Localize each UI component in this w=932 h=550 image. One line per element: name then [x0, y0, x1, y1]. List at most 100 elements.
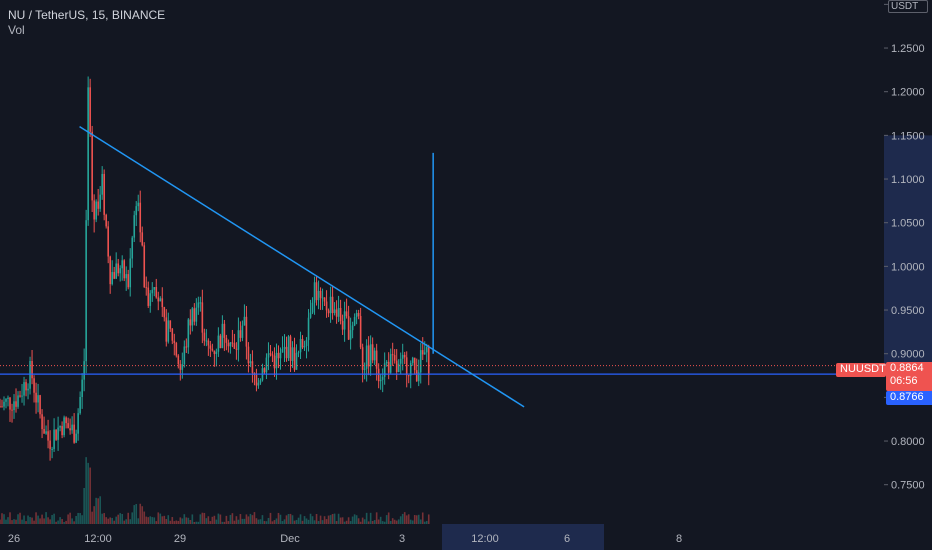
volume-bar-95: [189, 519, 192, 524]
volume-bar-6: [11, 520, 13, 524]
candle-body-155: [309, 312, 312, 318]
legend-volume[interactable]: Vol: [8, 23, 25, 37]
candle-body-39: [77, 413, 79, 434]
volume-bar-73: [145, 516, 148, 524]
candle-body-76: [151, 289, 154, 294]
candle-body-143: [285, 346, 288, 359]
candle-body-11: [21, 395, 23, 397]
candle-body-73: [145, 287, 148, 289]
volume-bar-21: [41, 514, 43, 524]
candle-body-15: [29, 360, 31, 389]
volume-bar-160: [319, 515, 322, 524]
candle-body-161: [321, 297, 324, 299]
volume-bar-204: [407, 514, 410, 524]
candle-body-35: [69, 428, 71, 431]
volume-bar-92: [183, 514, 186, 524]
candle-body-214: [427, 347, 430, 376]
volume-bar-54: [107, 518, 109, 524]
horizontal-line-badge: 0.8766: [886, 391, 932, 405]
volume-bar-36: [71, 518, 73, 524]
volume-bar-24: [47, 517, 49, 524]
volume-bar-25: [49, 519, 51, 524]
volume-bar-178: [355, 515, 358, 524]
volume-bar-176: [351, 516, 354, 524]
volume-bar-132: [263, 521, 266, 524]
volume-bar-141: [281, 521, 284, 524]
candle-body-27: [53, 429, 55, 449]
volume-bar-89: [177, 520, 180, 524]
volume-bar-135: [269, 512, 272, 524]
candle-body-185: [369, 344, 372, 367]
candle-body-50: [99, 194, 101, 209]
volume-bar-151: [301, 520, 304, 524]
volume-bar-27: [53, 513, 55, 524]
volume-bar-202: [403, 512, 406, 524]
volume-bar-214: [427, 514, 430, 524]
volume-bar-44: [87, 462, 89, 524]
legend-symbol[interactable]: NU / TetherUS: [8, 8, 86, 22]
candle-body-12: [23, 382, 25, 396]
candle-body-140: [279, 352, 282, 359]
descending-trendline: [79, 125, 525, 408]
candle-body-178: [355, 312, 358, 318]
volume-bar-148: [295, 519, 298, 524]
candle-body-100: [199, 302, 202, 304]
time-tick-label-0: 26: [8, 533, 20, 545]
volume-bar-159: [317, 521, 320, 524]
candle-body-31: [61, 426, 63, 436]
volume-bar-137: [273, 520, 276, 524]
candle-body-89: [177, 355, 180, 365]
candle-body-115: [229, 342, 232, 347]
candle-body-189: [377, 368, 380, 382]
volume-bar-188: [375, 512, 378, 524]
candle-body-43: [85, 220, 87, 362]
candle-body-107: [213, 350, 216, 354]
volume-bar-185: [369, 512, 372, 524]
volume-bar-201: [401, 513, 404, 524]
volume-bar-121: [241, 518, 244, 524]
candle-body-195: [389, 354, 392, 373]
volume-bar-45: [89, 467, 91, 524]
volume-bar-99: [197, 521, 200, 524]
volume-bar-158: [315, 513, 318, 524]
volume-bar-203: [405, 515, 408, 524]
volume-bar-97: [193, 521, 196, 524]
candle-body-177: [353, 317, 356, 326]
horizontal-line-price: 0.8766: [890, 391, 924, 403]
volume-bar-17: [33, 520, 35, 524]
volume-bar-19: [37, 515, 39, 524]
volume-bar-189: [377, 519, 380, 524]
candle-body-179: [357, 312, 360, 316]
volume-bar-193: [385, 515, 388, 524]
volume-bar-62: [123, 520, 126, 524]
candle-body-206: [411, 357, 414, 363]
volume-bar-181: [361, 517, 364, 524]
volume-bar-209: [417, 514, 420, 524]
candle-body-103: [205, 340, 208, 342]
candle-body-66: [131, 237, 134, 259]
volume-bar-131: [261, 515, 264, 524]
candle-body-168: [335, 309, 338, 317]
time-tick-label-2: 29: [174, 533, 186, 545]
candle-body-5: [9, 397, 11, 410]
volume-bar-66: [131, 512, 134, 524]
candle-body-109: [217, 335, 220, 352]
price-tick-label-1: 1.2500: [891, 43, 925, 55]
candle-body-75: [149, 293, 152, 306]
candle-body-41: [81, 379, 83, 397]
candle-body-187: [373, 350, 376, 361]
time-tick-label-7: 8: [676, 533, 682, 545]
price-axis-unit: USDT: [888, 0, 928, 13]
volume-bar-34: [67, 514, 69, 524]
candle-body-130: [259, 380, 262, 383]
volume-bar-205: [409, 519, 412, 524]
candle-body-98: [195, 307, 198, 322]
candle-body-184: [367, 345, 370, 367]
candle-body-200: [399, 358, 402, 364]
candle-body-122: [243, 316, 246, 326]
candle-body-141: [281, 349, 284, 353]
candle-body-19: [37, 395, 39, 403]
volume-bar-146: [291, 515, 294, 524]
